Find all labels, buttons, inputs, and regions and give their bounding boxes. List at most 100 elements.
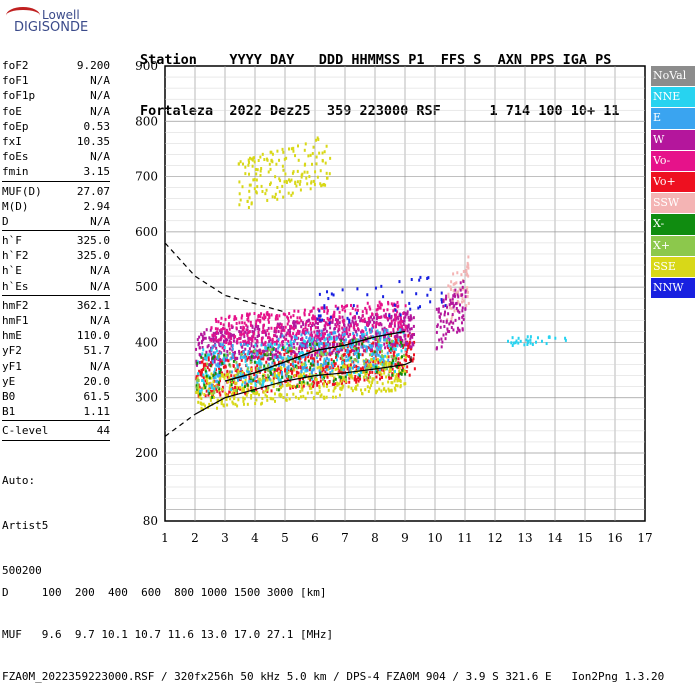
echo-point	[377, 361, 380, 365]
echo-point	[312, 367, 315, 371]
echo-point	[303, 308, 306, 312]
param-value: N/A	[90, 74, 110, 88]
echo-point	[319, 169, 322, 173]
echo-point	[376, 314, 379, 318]
echo-point	[361, 337, 364, 341]
echo-point	[277, 364, 280, 368]
echo-point	[322, 377, 325, 381]
echo-point	[333, 338, 336, 342]
echo-point	[209, 396, 212, 400]
echo-point	[349, 322, 352, 326]
echo-point	[366, 322, 369, 326]
echo-point	[357, 379, 360, 383]
param-value: 44	[96, 424, 110, 438]
echo-point	[299, 389, 302, 393]
echo-point	[304, 323, 307, 327]
echo-point	[212, 339, 215, 343]
echo-point	[205, 358, 208, 362]
echo-point	[256, 364, 259, 368]
echo-point	[195, 363, 198, 367]
echo-point	[244, 339, 247, 343]
echo-point	[246, 402, 249, 406]
echo-point	[390, 314, 393, 318]
echo-point	[298, 321, 301, 325]
echo-point	[356, 349, 359, 353]
echo-point	[202, 381, 205, 385]
echo-point	[216, 362, 219, 366]
echo-point	[343, 340, 346, 344]
echo-point	[338, 316, 341, 320]
echo-point	[344, 349, 347, 353]
echo-point	[288, 375, 291, 379]
echo-point	[515, 339, 518, 343]
echo-point	[203, 392, 206, 396]
echo-point	[267, 320, 270, 324]
echo-point	[256, 349, 259, 353]
param-value: 325.0	[76, 234, 110, 248]
echo-point	[364, 371, 367, 375]
echo-point	[392, 347, 395, 351]
echo-point	[383, 367, 386, 371]
echo-point	[304, 343, 307, 347]
echo-point	[372, 363, 375, 367]
separator	[2, 180, 110, 182]
param-key: h`F	[2, 234, 22, 248]
echo-point	[326, 333, 329, 337]
echo-point	[369, 307, 372, 311]
echo-point	[441, 340, 444, 344]
echo-point	[321, 369, 324, 373]
echo-point	[253, 351, 256, 355]
echo-point	[289, 327, 292, 331]
echo-point	[340, 304, 343, 308]
echo-point	[324, 183, 327, 187]
echo-point	[341, 288, 344, 292]
echo-point	[266, 349, 269, 353]
echo-point	[380, 359, 383, 363]
echo-point	[208, 376, 211, 380]
echo-point	[242, 332, 245, 336]
echo-point	[289, 334, 292, 338]
echo-point	[337, 382, 340, 386]
echo-point	[372, 320, 375, 324]
echo-point	[204, 384, 207, 388]
echo-point	[325, 368, 328, 372]
echo-point	[374, 391, 377, 395]
echo-point	[376, 329, 379, 333]
logo-line1: Lowell	[42, 8, 80, 22]
echo-point	[523, 343, 526, 347]
y-tick-label: 800	[135, 114, 158, 128]
echo-point	[388, 376, 391, 380]
echo-point	[311, 337, 314, 341]
echo-point	[204, 362, 207, 366]
echo-point	[409, 318, 412, 322]
echo-point	[282, 325, 285, 329]
echo-point	[223, 348, 226, 352]
echo-point	[526, 341, 529, 345]
echo-point	[225, 356, 228, 360]
echo-point	[207, 355, 210, 359]
echo-point	[351, 316, 354, 320]
echo-point	[368, 353, 371, 357]
echo-point	[341, 375, 344, 379]
echo-point	[251, 386, 254, 390]
echo-point	[214, 327, 217, 331]
echo-point	[327, 343, 330, 347]
echo-point	[362, 375, 365, 379]
echo-point	[239, 385, 242, 389]
param-value: N/A	[90, 150, 110, 164]
echo-point	[359, 388, 362, 392]
echo-point	[255, 398, 258, 402]
echo-point	[201, 352, 204, 356]
echo-point	[367, 389, 370, 393]
echo-point	[214, 317, 217, 321]
echo-point	[368, 328, 371, 332]
echo-point	[360, 319, 363, 323]
echo-point	[399, 371, 402, 375]
echo-point	[275, 388, 278, 392]
echo-point	[271, 152, 274, 156]
echo-point	[450, 280, 453, 284]
echo-point	[289, 376, 292, 380]
echo-point	[378, 345, 381, 349]
echo-point	[222, 373, 225, 377]
echo-point	[237, 398, 240, 402]
